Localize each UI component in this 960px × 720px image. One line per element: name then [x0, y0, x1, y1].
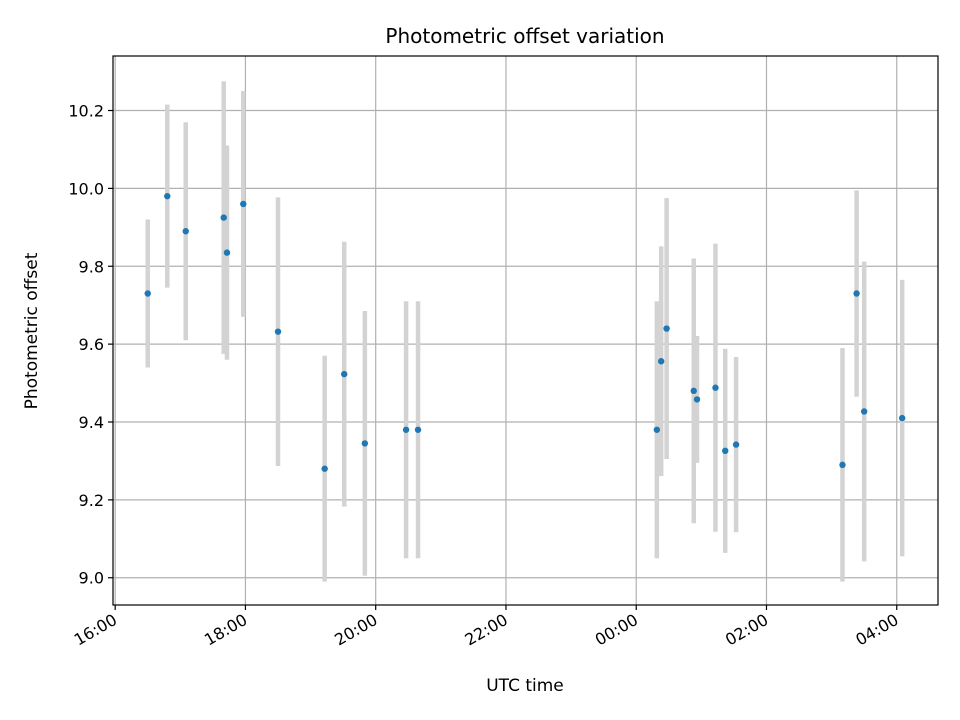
y-axis: 9.0 9.2 9.4 9.6 9.8 10.0 10.2	[68, 102, 113, 588]
data-point	[712, 384, 719, 391]
y-tick-label: 9.0	[79, 569, 104, 588]
y-tick-label: 9.8	[79, 257, 104, 276]
data-point	[732, 441, 740, 448]
x-axis-label: UTC time	[486, 676, 564, 696]
y-tick-label: 9.4	[79, 413, 104, 432]
data-point	[274, 328, 282, 335]
y-tick-label: 9.2	[79, 491, 104, 510]
y-tick-label: 9.6	[79, 335, 104, 354]
grid-lines	[113, 56, 938, 605]
data-point	[414, 426, 422, 433]
data-point	[860, 408, 868, 415]
data-point	[663, 325, 670, 332]
y-tick-label: 10.2	[68, 102, 104, 121]
plot-frame	[112, 55, 939, 606]
data-point	[653, 426, 661, 433]
data-point	[853, 290, 860, 297]
data-point	[690, 387, 697, 395]
y-tick-label: 10.0	[68, 179, 104, 198]
data-points	[144, 192, 906, 472]
data-point	[223, 249, 231, 256]
data-point	[220, 214, 227, 221]
data-point	[341, 370, 348, 378]
data-point	[657, 358, 665, 365]
data-point	[402, 426, 410, 433]
data-point	[164, 192, 171, 200]
data-point	[321, 465, 328, 472]
data-point	[898, 414, 906, 422]
chart-title: Photometric offset variation	[385, 24, 664, 48]
data-point	[839, 461, 846, 469]
data-point	[182, 228, 189, 235]
data-point	[693, 396, 701, 403]
data-point	[361, 440, 369, 447]
data-point	[240, 200, 247, 208]
data-point	[722, 447, 729, 455]
data-point	[144, 290, 151, 297]
y-axis-label: Photometric offset	[22, 252, 42, 409]
